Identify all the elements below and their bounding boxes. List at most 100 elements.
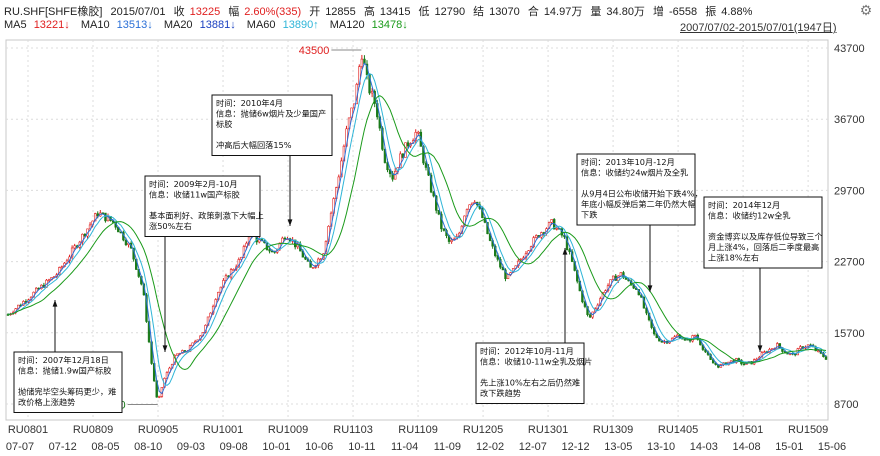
date-tick-label: 15-06: [818, 441, 846, 453]
change-label: 幅: [228, 6, 240, 18]
candle-body: [588, 314, 592, 318]
date-tick-label: 07-07: [6, 441, 34, 453]
candle-body: [414, 132, 417, 141]
contract-label: RU1405: [658, 424, 698, 436]
contract-label: RU1309: [593, 424, 633, 436]
candle-body: [311, 267, 315, 269]
candle-body: [660, 340, 664, 343]
candle-body: [555, 227, 558, 230]
annotation-text: 信息：收储11w国产标胶: [149, 190, 240, 200]
annotation-text: 从9月4日公布收储开始下跌4%，: [581, 189, 703, 199]
annotation-box: [475, 342, 585, 404]
date-tick-label: 13-05: [604, 441, 632, 453]
candle-body: [191, 342, 194, 347]
annotation-box: [211, 94, 333, 156]
y-tick-label: 43700: [834, 43, 865, 55]
annotation-text: 时间：2014年12月: [708, 200, 780, 210]
contract-label: RU1001: [203, 424, 243, 436]
candle-body: [442, 228, 446, 231]
candle-body: [535, 235, 538, 238]
y-tick-label: 22700: [834, 257, 865, 269]
candle-body: [429, 174, 433, 193]
ma10-line: [7, 62, 827, 395]
candle-body: [470, 202, 474, 206]
ma120-value: 13478↓: [371, 19, 408, 31]
candle-body: [124, 239, 128, 246]
oi-change-value: -6558: [669, 6, 698, 18]
candle-body: [550, 219, 553, 223]
annotation-arrowhead: [52, 300, 58, 307]
date-tick-label: 12-07: [519, 441, 547, 453]
amplitude-value: 4.88%: [721, 6, 753, 18]
annotation-text: 上涨18%左右: [708, 253, 759, 263]
annotation-text: 年底小幅反弹后第二年仍然大幅: [581, 199, 696, 209]
close-value: 13225: [189, 6, 221, 18]
candle-body: [176, 353, 179, 356]
candle-body: [624, 277, 628, 280]
annotation-text: 涨50%左右: [149, 221, 192, 231]
annotation-text: 时间：2010年4月: [216, 98, 283, 108]
date-tick-label: 10-06: [305, 441, 333, 453]
candle-body: [232, 269, 235, 271]
annotation-text: 信息：收储约12w全乳: [708, 211, 791, 221]
date-tick-label: 11-09: [434, 441, 461, 453]
candle-body: [60, 266, 64, 269]
annotation-text: 时间：2013年10月-12月: [581, 157, 675, 167]
candle-body: [360, 58, 364, 67]
gear-icon[interactable]: ⚙: [859, 2, 873, 18]
contract-label: RU1301: [528, 424, 568, 436]
open-label: 开: [309, 6, 321, 18]
change-value: 2.60%(335): [244, 6, 302, 18]
volume-label: 量: [590, 6, 602, 18]
annotation-box: [576, 153, 696, 226]
annotation-box: [144, 175, 261, 237]
candle-body: [583, 301, 587, 307]
candle-body: [370, 90, 374, 94]
candle-body: [304, 256, 307, 260]
annotation-arrowhead: [287, 219, 293, 226]
y-tick-label: 15700: [834, 328, 865, 340]
amount-label: 合: [527, 6, 539, 18]
date-tick-label: 12-02: [476, 441, 504, 453]
annotation-arrowhead: [162, 345, 168, 352]
annotation-text: 改下跌趋势: [480, 388, 521, 398]
candle-body: [399, 153, 402, 168]
candle-body: [778, 343, 782, 349]
candle-body: [742, 363, 746, 366]
candle-body: [424, 162, 428, 168]
max-price-label: 43500: [299, 45, 330, 57]
annotation-arrowhead: [562, 248, 568, 255]
quote-header: RU.SHF[SHFE橡胶] 2015/07/01 收 13225 幅 2.60%(…: [4, 3, 757, 18]
contract-label: RU0809: [73, 424, 113, 436]
date-tick-label: 12-12: [562, 441, 590, 453]
contract-label: RU0801: [8, 424, 48, 436]
ma-legend: MA5 13221↓ MA10 13513↓ MA20 13881↓ MA60 …: [4, 19, 416, 33]
close-label: 收: [173, 6, 185, 18]
candle-body: [729, 360, 733, 363]
date-tick-label: 07-12: [49, 441, 77, 453]
low-value: 12790: [434, 6, 466, 18]
candle-body: [450, 239, 453, 242]
candle-body: [611, 275, 615, 280]
contract-label: RU1103: [333, 424, 373, 436]
contract-label: RU1509: [788, 424, 828, 436]
candle-body: [47, 279, 51, 282]
annotation-arrowhead: [647, 285, 653, 292]
ma60-line: [7, 73, 827, 387]
annotation-box: [13, 351, 123, 413]
date-range[interactable]: 2007/07/02-2015/07/01(1947日): [680, 22, 837, 34]
annotation-text: 抛储完毕空头筹码更少，难: [18, 387, 116, 397]
contract-label: RU1205: [463, 424, 503, 436]
date-tick-label: 08-10: [134, 441, 162, 453]
annotation-text: 标胶: [216, 119, 232, 129]
settle-label: 结: [473, 6, 485, 18]
contract-label: RU1009: [268, 424, 308, 436]
date-tick-label: 09-03: [177, 441, 205, 453]
candle-body: [406, 142, 410, 147]
amplitude-label: 振: [705, 6, 717, 18]
candle-body: [386, 162, 389, 171]
candle-body: [817, 350, 820, 353]
annotation-text: 时间：2012年10月-11月: [480, 346, 574, 356]
